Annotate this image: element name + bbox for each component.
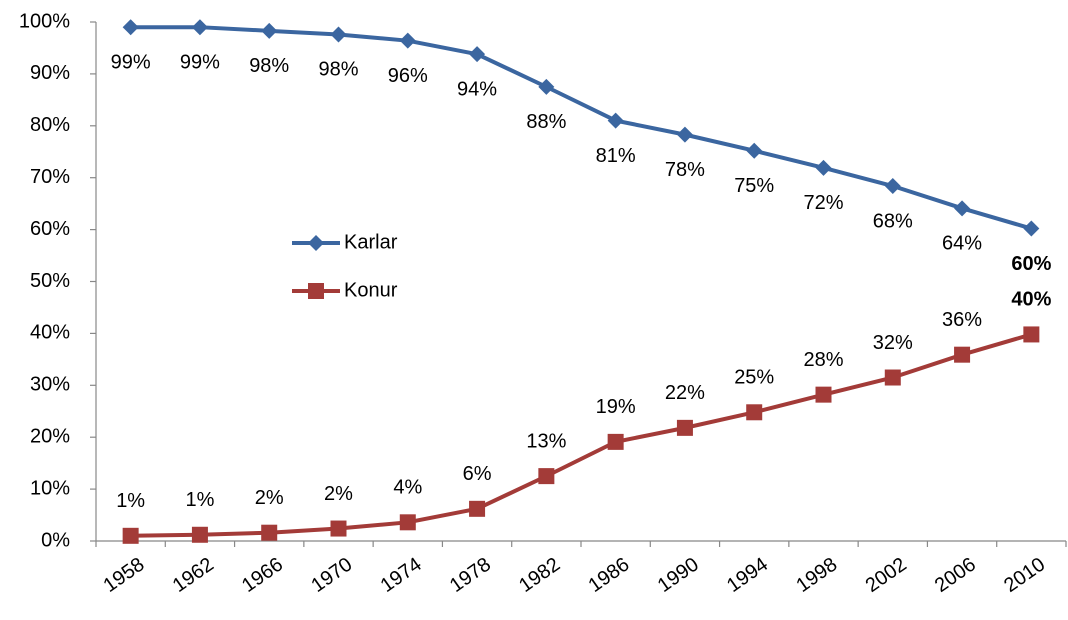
data-label: 4% [393, 477, 422, 499]
y-tick-label: 100% [19, 10, 70, 32]
data-label: 72% [803, 192, 843, 214]
data-point [607, 433, 624, 450]
data-point [399, 32, 416, 49]
data-point [191, 526, 208, 543]
data-label: 81% [596, 145, 636, 167]
data-label: 19% [596, 396, 636, 418]
data-point [954, 200, 971, 217]
data-label: 98% [318, 59, 358, 81]
data-point [122, 527, 139, 544]
series-line [130, 25, 1032, 231]
x-tick-label: 1982 [515, 553, 564, 597]
data-label: 88% [526, 111, 566, 133]
y-tick-label: 0% [41, 529, 70, 551]
data-label: 25% [734, 367, 774, 389]
x-tick-label: 2002 [862, 553, 911, 597]
data-label: 99% [111, 51, 151, 73]
data-point [815, 386, 832, 403]
data-label: 99% [180, 51, 220, 73]
data-label: 22% [665, 382, 705, 404]
data-point [538, 468, 555, 485]
data-label: 32% [873, 332, 913, 354]
x-tick-label: 1994 [723, 553, 772, 597]
x-tick-label: 2010 [1000, 553, 1049, 597]
y-tick-label: 40% [30, 322, 70, 344]
data-label: 64% [942, 233, 982, 255]
data-point [261, 22, 278, 39]
y-tick-label: 30% [30, 374, 70, 396]
data-point [399, 514, 416, 531]
data-point [746, 404, 763, 421]
legend-marker [308, 235, 324, 251]
data-label: 75% [734, 175, 774, 197]
y-tick-label: 20% [30, 425, 70, 447]
x-tick-label: 1978 [446, 553, 495, 597]
data-point [1023, 326, 1040, 343]
data-point [607, 112, 624, 129]
data-label: 1% [116, 490, 145, 512]
data-label: 78% [665, 159, 705, 181]
x-tick-label: 1974 [377, 553, 426, 597]
legend-marker [308, 283, 324, 299]
x-tick-label: 1998 [792, 553, 841, 597]
data-point [330, 520, 347, 537]
data-label: 28% [803, 349, 843, 371]
x-tick-label: 1966 [238, 553, 287, 597]
data-point [538, 78, 555, 95]
x-tick-label: 1962 [169, 553, 218, 597]
data-label: 6% [463, 463, 492, 485]
data-point [746, 142, 763, 159]
y-tick-label: 90% [30, 62, 70, 84]
data-point [191, 19, 208, 36]
data-label: 1% [185, 489, 214, 511]
data-label: 2% [255, 487, 284, 509]
x-tick-label: 1970 [307, 553, 356, 597]
data-point [261, 524, 278, 541]
series-line [130, 332, 1032, 538]
data-point [330, 26, 347, 43]
data-label: 96% [388, 65, 428, 87]
y-tick-label: 60% [30, 218, 70, 240]
data-point [884, 178, 901, 195]
x-tick-label: 1990 [654, 553, 703, 597]
data-point [676, 419, 693, 436]
y-tick-label: 10% [30, 477, 70, 499]
data-point [1023, 220, 1040, 237]
data-point [676, 126, 693, 143]
data-point [884, 369, 901, 386]
legend-label: Konur [344, 279, 398, 301]
y-tick-label: 70% [30, 166, 70, 188]
y-tick-label: 50% [30, 270, 70, 292]
data-label: 98% [249, 55, 289, 77]
y-tick-label: 80% [30, 114, 70, 136]
x-tick-label: 1986 [584, 553, 633, 597]
data-label: 94% [457, 78, 497, 100]
legend-label: Karlar [344, 231, 398, 253]
data-point [469, 500, 486, 517]
x-tick-label: 1958 [99, 553, 148, 597]
data-label: 60% [1011, 253, 1051, 275]
data-label: 36% [942, 309, 982, 331]
data-point [122, 19, 139, 36]
data-label: 13% [526, 430, 566, 452]
data-point [469, 46, 486, 63]
data-point [954, 346, 971, 363]
data-label: 68% [873, 210, 913, 232]
data-point [815, 159, 832, 176]
data-label: 40% [1011, 289, 1051, 311]
x-tick-label: 2006 [931, 553, 980, 597]
data-label: 2% [324, 483, 353, 505]
